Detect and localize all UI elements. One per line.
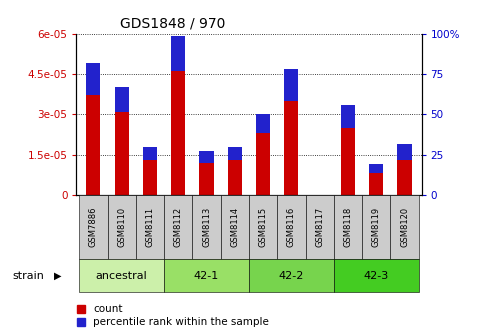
Bar bbox=[249, 195, 277, 259]
Text: GSM8114: GSM8114 bbox=[230, 207, 239, 247]
Text: GSM8116: GSM8116 bbox=[287, 207, 296, 247]
Bar bbox=[79, 195, 107, 259]
Bar bbox=[390, 195, 419, 259]
Bar bbox=[369, 173, 384, 195]
Text: GSM8115: GSM8115 bbox=[259, 207, 268, 247]
Bar bbox=[79, 259, 164, 292]
Bar bbox=[369, 164, 384, 173]
Bar bbox=[284, 69, 298, 101]
Text: GSM8110: GSM8110 bbox=[117, 207, 126, 247]
Text: GSM7886: GSM7886 bbox=[89, 207, 98, 247]
Bar bbox=[200, 163, 213, 195]
Text: GSM8111: GSM8111 bbox=[145, 207, 154, 247]
Legend: count, percentile rank within the sample: count, percentile rank within the sample bbox=[77, 304, 269, 327]
Text: ▶: ▶ bbox=[54, 270, 62, 281]
Text: 42-3: 42-3 bbox=[364, 270, 389, 281]
Bar bbox=[164, 259, 249, 292]
Bar bbox=[221, 195, 249, 259]
Text: GSM8112: GSM8112 bbox=[174, 207, 183, 247]
Text: 42-1: 42-1 bbox=[194, 270, 219, 281]
Bar bbox=[277, 195, 306, 259]
Bar bbox=[107, 195, 136, 259]
Bar bbox=[284, 101, 298, 195]
Bar bbox=[256, 114, 270, 133]
Bar bbox=[397, 144, 412, 160]
Bar bbox=[397, 160, 412, 195]
Bar bbox=[143, 160, 157, 195]
Bar bbox=[86, 63, 101, 95]
Bar bbox=[86, 95, 101, 195]
Bar bbox=[256, 133, 270, 195]
Text: GSM8118: GSM8118 bbox=[344, 207, 352, 247]
Bar bbox=[171, 36, 185, 71]
Bar bbox=[228, 160, 242, 195]
Bar bbox=[306, 195, 334, 259]
Bar bbox=[334, 195, 362, 259]
Text: strain: strain bbox=[12, 270, 44, 281]
Bar bbox=[171, 71, 185, 195]
Bar bbox=[136, 195, 164, 259]
Text: GSM8113: GSM8113 bbox=[202, 207, 211, 247]
Bar bbox=[334, 259, 419, 292]
Bar bbox=[362, 195, 390, 259]
Text: GDS1848 / 970: GDS1848 / 970 bbox=[120, 17, 225, 31]
Bar bbox=[114, 112, 129, 195]
Bar bbox=[341, 128, 355, 195]
Text: GSM8117: GSM8117 bbox=[315, 207, 324, 247]
Bar bbox=[164, 195, 192, 259]
Bar bbox=[341, 105, 355, 128]
Bar bbox=[143, 147, 157, 160]
Text: GSM8120: GSM8120 bbox=[400, 207, 409, 247]
Bar bbox=[114, 87, 129, 112]
Text: ancestral: ancestral bbox=[96, 270, 147, 281]
Bar bbox=[228, 147, 242, 160]
Text: 42-2: 42-2 bbox=[279, 270, 304, 281]
Bar bbox=[249, 259, 334, 292]
Text: GSM8119: GSM8119 bbox=[372, 207, 381, 247]
Bar bbox=[192, 195, 221, 259]
Bar bbox=[200, 151, 213, 163]
